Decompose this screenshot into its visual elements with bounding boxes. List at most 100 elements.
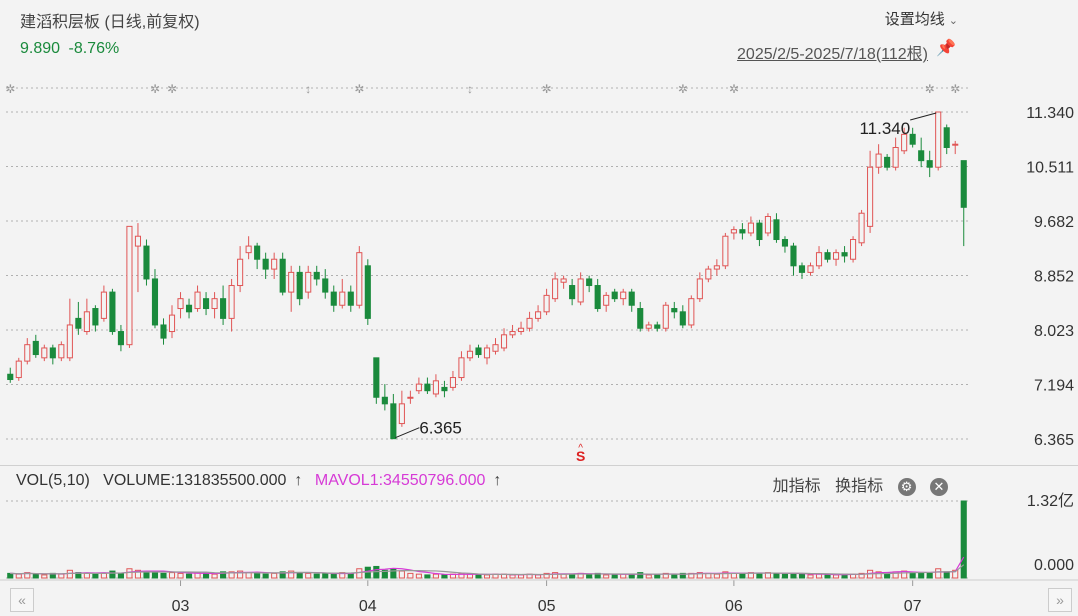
event-marker-icon: ✲ [354,82,364,96]
candle-body [960,160,967,208]
gear-icon[interactable]: ⚙ [897,477,916,496]
candle-body [330,291,337,306]
candle-body [798,265,806,273]
high-label: 11.340 [859,119,910,138]
candle-body [679,311,686,326]
candle-body [356,252,363,306]
volume-bar [918,572,925,579]
pin-icon[interactable]: 📌 [936,40,956,57]
volume-bar [330,573,337,579]
volume-bar [603,574,610,579]
scroll-left-button[interactable]: « [10,588,34,612]
volume-tools: 加指标 换指标 ⚙ ✕ [763,472,948,496]
volume-bar [313,573,320,579]
volume-bar [7,572,14,579]
candle-body [398,403,405,425]
chevron-down-icon: ⌄ [948,15,958,27]
candle-body [815,252,823,267]
volume-bar [798,573,806,579]
volume-bar [83,572,90,579]
candle-body [407,396,414,399]
volume-bar [288,570,295,579]
candle-body [32,340,39,356]
volume-bar [756,572,763,579]
volume-bar [935,568,942,579]
candle-body [203,298,210,310]
signal-marker: S [576,448,585,464]
candle-body [24,344,31,362]
volume-bar [552,572,559,579]
stock-title: 建滔积层板 (日线,前复权) [20,14,200,31]
volume-bar [143,571,150,579]
low-pointer [395,427,420,439]
candle-body [390,403,397,440]
candle-body [322,278,329,293]
volume-bar [177,572,184,579]
volume-bar [952,569,959,579]
volume-bar [432,573,439,579]
volume-bar [134,569,142,579]
set-ma-button[interactable]: 设置均线 ⌄ [885,8,958,29]
volume-bar [322,572,329,579]
volume-bar [662,572,669,579]
volume-bar [390,568,397,579]
candle-body [347,291,354,306]
candle-body [611,291,618,300]
volume-bar [398,570,405,579]
volume-bar [807,574,814,579]
price-line: 9.890 -8.76% [20,40,123,58]
candle-body [449,377,457,388]
candle-body [134,235,142,247]
candle-body [177,298,184,310]
candle-body [730,229,737,234]
candle-body [75,317,82,329]
switch-indicator-button[interactable]: 换指标 [835,478,884,495]
candle-body [586,278,593,287]
candle-body [15,360,22,379]
candle-body [569,285,576,300]
candle-body [271,258,278,270]
volume-axis-min: 0.000 [1034,557,1074,574]
date-range-link[interactable]: 2025/2/5-2025/7/18(112根) [737,46,928,63]
volume-bar [475,574,482,579]
volume-bar [220,571,227,579]
candle-body [747,222,754,234]
candle-body [151,278,159,326]
event-marker-icon: ✲ [542,82,552,96]
candle-body [100,291,107,319]
event-marker-icon: ↕ [467,82,473,96]
close-icon[interactable]: ✕ [930,477,948,496]
candle-body [535,311,542,319]
volume-bar [943,571,950,579]
volume-bar [117,572,124,579]
y-tick-label: 7.194 [1034,378,1074,395]
volume-bar [875,571,882,579]
candle-body [509,331,516,336]
volume-bar [696,572,703,579]
candle-body [764,216,771,234]
candle-body [577,278,584,303]
candle-body [722,235,729,267]
event-marker-icon: ✲ [678,82,688,96]
candle-body [671,308,678,313]
volume-bar [356,568,363,579]
volume-bar [926,572,933,579]
x-tick-label: 06 [725,598,743,615]
up-arrow-icon: ↑ [294,472,303,489]
candle-body [620,291,627,300]
scroll-right-button[interactable]: » [1048,588,1072,612]
candle-body [117,331,124,346]
candle-body [305,271,312,293]
volume-bar [773,572,780,579]
x-tick-label: 05 [538,598,556,615]
volume-bar [654,574,661,579]
volume-bar [237,570,244,579]
candle-body [781,239,789,247]
candle-body [645,324,652,329]
volume-bar [679,572,686,579]
add-indicator-button[interactable]: 加指标 [772,478,821,495]
mavol1-value: MAVOL1:34550796.000 [314,472,486,489]
candle-body [526,317,533,329]
candle-body [92,308,99,326]
